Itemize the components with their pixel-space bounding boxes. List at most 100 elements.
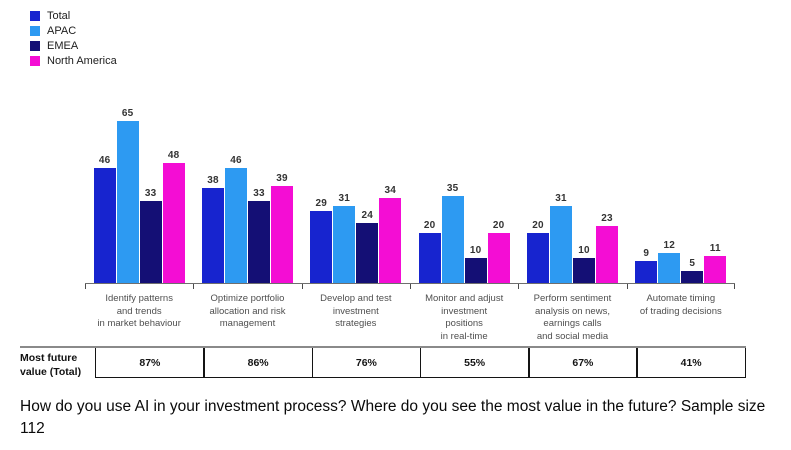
bar-north-america [704,255,727,283]
bar-item: 35 [441,182,464,283]
most-future-value-table: Most future value (Total) 87% 86% 76% 55% 67… [20,345,746,379]
bar-item: 23 [595,213,618,283]
table-row-label: Most future value (Total) [20,352,82,378]
bar-value-label: 31 [555,192,567,204]
bar-value-label: 29 [315,197,328,209]
bar-item: 12 [658,240,681,283]
category-label: Perform sentiment analysis on news, earn… [533,293,612,342]
legend-item-label: EMEA [47,40,79,52]
bar-value-label: 33 [144,187,157,199]
bar-item: 29 [310,197,333,283]
bar-apac [333,205,356,283]
bar-value-label: 12 [663,240,676,251]
bar-group: 20 35 10 20 [418,103,510,283]
bar-apac [549,205,572,283]
bar-total [418,233,441,283]
legend-item-label: APAC [47,25,77,37]
axis-tick-segment [409,284,518,289]
bar-total [310,210,333,283]
legend-item: Total [30,10,117,22]
bar-emea [356,223,379,283]
chart-group: 46 65 33 48 [85,103,193,283]
bar-value-label: 20 [423,220,436,231]
table-cell: 87% [95,347,205,378]
bar-value-label: 20 [492,220,505,231]
bar-item: 10 [464,245,487,283]
legend-swatch-icon [30,41,40,51]
bar-value-label: 10 [578,245,590,256]
bar-value-label: 31 [338,192,351,204]
axis-tick-segment [85,284,193,289]
chart-group: 20 31 10 23 [518,103,626,283]
bar-value-label: 5 [689,257,696,269]
bar-item: 20 [487,220,510,283]
bar-value-label: 34 [384,185,397,196]
chart-group: 29 31 24 34 [302,103,410,283]
bar-group: 38 46 33 39 [201,103,293,283]
bar-total [526,233,549,283]
bar-value-label: 35 [446,182,459,194]
bar-item: 31 [549,192,572,283]
chart-groups: 46 65 33 48 38 46 33 39 29 31 24 34 20 35 10 20 20 31 10 23… [85,103,735,283]
bar-total [635,260,658,283]
bar-north-america [270,185,293,283]
legend-item: North America [30,55,117,67]
bar-item: 38 [201,175,224,283]
axis-tick-segment [518,284,626,289]
caption-line-2: 112 [20,420,45,437]
bar-emea [139,200,162,283]
x-axis [85,283,735,289]
legend-swatch-icon [30,26,40,36]
axis-tick-segment [193,284,301,289]
bar-emea [681,270,704,283]
bar-apac [116,120,139,283]
legend-item-label: North America [47,55,117,67]
bar-item: 39 [270,172,293,283]
bar-group: 29 31 24 34 [310,103,402,283]
bar-item: 34 [379,185,402,283]
bar-total [201,188,224,283]
bar-item: 9 [635,247,658,283]
chart-legend: Total APAC EMEA North America [30,10,117,70]
bar-item: 5 [681,257,704,283]
bar-emea [247,200,270,283]
bar-value-label: 38 [207,175,219,186]
legend-item: EMEA [30,40,117,52]
bar-item: 31 [333,192,356,283]
bar-apac [658,253,681,283]
bar-item: 20 [418,220,441,283]
bar-value-label: 11 [709,242,721,254]
bar-group: 20 31 10 23 [526,103,618,283]
caption-line-1: How do you use AI in your investment pro… [20,398,766,415]
chart-group: 9 12 5 11 [627,103,735,283]
bar-group: 46 65 33 48 [93,103,185,283]
bar-apac [224,168,247,283]
bar-value-label: 20 [532,220,544,231]
bar-item: 46 [93,155,116,283]
bar-chart: 46 65 33 48 38 46 33 39 29 31 24 34 20 35 10 20 20 31 10 23… [85,103,735,343]
category-label: Automate timing of trading decisions [639,293,722,317]
bar-north-america [487,233,510,283]
bar-value-label: 39 [276,172,288,184]
table-cell: 76% [311,347,422,378]
legend-swatch-icon [30,56,40,66]
chart-group: 38 46 33 39 [193,103,301,283]
figure-caption: How do you use AI in your investment pro… [20,396,780,440]
bar-emea [572,258,595,283]
bar-emea [464,258,487,283]
bar-value-label: 9 [643,247,650,259]
bar-value-label: 24 [361,210,374,221]
bar-apac [441,195,464,283]
bar-item: 46 [224,155,247,283]
bar-value-label: 46 [98,155,111,166]
bar-total [93,168,116,283]
bar-item: 11 [704,242,727,283]
table-cell: 55% [419,347,530,378]
bar-group: 9 12 5 11 [635,103,727,283]
category-label: Optimize portfolio allocation and risk m… [209,293,286,330]
bar-item: 24 [356,210,379,283]
bar-value-label: 65 [121,107,134,119]
bar-item: 20 [526,220,549,283]
table-cells: 87% 86% 76% 55% 67% 41% [95,347,746,379]
axis-tick-segment [301,284,410,289]
